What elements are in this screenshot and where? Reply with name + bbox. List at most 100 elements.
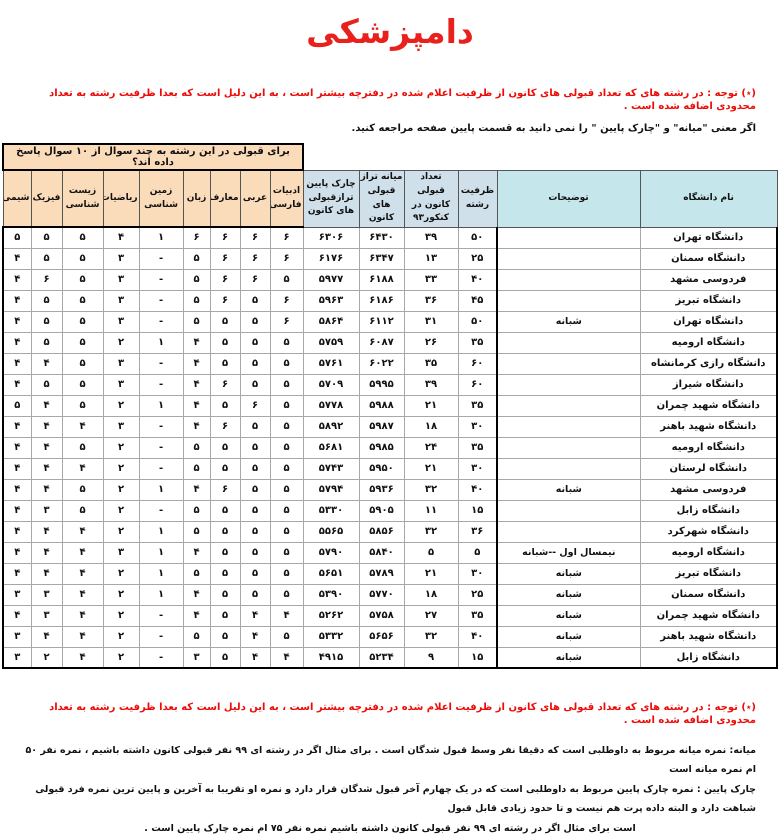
subject-score-chemistry-cell: ۴ — [1, 604, 32, 627]
header-spacer — [303, 144, 778, 170]
subject-score-physics-cell: ۳ — [30, 499, 63, 522]
subject-score-literature-cell: ۵ — [269, 331, 304, 354]
capacity-cell: ۵۰ — [457, 310, 498, 333]
lower-quartile-cell: ۶۱۷۶ — [302, 247, 360, 270]
subject-score-chemistry-cell: ۴ — [1, 373, 32, 396]
table-row: دانشگاه تبریز ۴۵ ۳۶ ۶۱۸۶ ۵۹۶۳ ۶ ۵ ۶ ۵-۳ ۵ ۵ ۴ — [1, 289, 779, 312]
subject-score-math-cell: ۲ — [102, 394, 140, 417]
definitions-block: میانه: نمره میانه مربوط به داوطلبی است ک… — [0, 741, 780, 838]
subject-score-geology-cell: ۱ — [138, 541, 184, 564]
description-cell — [496, 520, 641, 543]
capacity-cell: ۳۵ — [457, 331, 498, 354]
subject-score-biology-cell: ۵ — [61, 352, 104, 375]
col-header-physics: فیزیک — [30, 169, 63, 228]
subject-score-language-cell: ۴ — [182, 604, 211, 627]
subject-score-chemistry-cell: ۵ — [1, 226, 32, 249]
subject-score-literature-cell: ۴ — [269, 646, 304, 669]
subject-score-arabic-cell: ۶ — [239, 247, 271, 270]
accepted-count-cell: ۳۳ — [403, 268, 459, 291]
subject-score-chemistry-cell: ۴ — [1, 499, 32, 522]
subject-score-literature-cell: ۶ — [269, 247, 304, 270]
subject-score-geology-cell: ۱ — [138, 478, 184, 501]
description-cell: نیمسال اول --شبانه — [496, 541, 641, 564]
capacity-cell: ۵ — [457, 541, 498, 564]
subject-score-geology-cell: - — [138, 436, 184, 459]
accepted-count-cell: ۱۱ — [403, 499, 459, 522]
subject-score-religion-cell: ۶ — [209, 247, 241, 270]
subject-score-religion-cell: ۵ — [209, 457, 241, 480]
subject-score-language-cell: ۶ — [182, 226, 211, 249]
quartile-definition-line2: است برای مثال اگر در رشته ای ۹۹ نفر قبول… — [144, 822, 636, 834]
subject-score-arabic-cell: ۴ — [239, 646, 271, 669]
subject-score-physics-cell: ۵ — [30, 331, 63, 354]
description-cell — [496, 394, 641, 417]
description-cell — [496, 226, 641, 249]
capacity-cell: ۴۰ — [457, 625, 498, 648]
subject-score-literature-cell: ۵ — [269, 352, 304, 375]
lower-quartile-cell: ۵۶۵۱ — [302, 562, 360, 585]
table-row: دانشگاه شهید باهنر ۳۰ ۱۸ ۵۹۸۷ ۵۸۹۲ ۵ ۵ ۶ ۴-۳ ۴ ۴ ۴ — [1, 415, 779, 438]
subject-score-math-cell: ۳ — [102, 415, 140, 438]
capacity-cell: ۳۰ — [457, 562, 498, 585]
description-cell — [496, 457, 641, 480]
lower-quartile-cell: ۵۷۹۰ — [302, 541, 360, 564]
subject-score-literature-cell: ۶ — [269, 289, 304, 312]
subject-score-literature-cell: ۵ — [269, 436, 304, 459]
subject-score-biology-cell: ۴ — [61, 457, 104, 480]
median-score-cell: ۵۹۰۵ — [358, 499, 405, 522]
subject-score-literature-cell: ۵ — [269, 583, 304, 606]
top-help-note: اگر معنی "میانه" و "چارک پایین " را نمی … — [351, 123, 756, 134]
subject-score-physics-cell: ۵ — [30, 373, 63, 396]
university-name-cell: دانشگاه تهران — [639, 310, 779, 333]
subject-score-physics-cell: ۴ — [30, 457, 63, 480]
accepted-count-cell: ۱۸ — [403, 583, 459, 606]
subject-score-math-cell: ۳ — [102, 268, 140, 291]
subject-score-language-cell: ۵ — [182, 625, 211, 648]
subject-score-physics-cell: ۴ — [30, 520, 63, 543]
subject-score-chemistry-cell: ۴ — [1, 562, 32, 585]
capacity-cell: ۱۵ — [457, 499, 498, 522]
subject-score-language-cell: ۵ — [182, 289, 211, 312]
subject-score-arabic-cell: ۵ — [239, 520, 271, 543]
median-score-cell: ۵۹۸۵ — [358, 436, 405, 459]
capacity-cell: ۳۰ — [457, 457, 498, 480]
subject-score-chemistry-cell: ۴ — [1, 457, 32, 480]
description-cell — [496, 289, 641, 312]
subject-score-biology-cell: ۴ — [61, 415, 104, 438]
capacity-cell: ۴۰ — [457, 478, 498, 501]
subject-score-geology-cell: - — [138, 604, 184, 627]
subject-score-language-cell: ۴ — [182, 541, 211, 564]
description-cell — [496, 436, 641, 459]
university-name-cell: دانشگاه لرستان — [639, 457, 779, 480]
col-header-arabic: عربی — [239, 169, 271, 228]
subject-score-arabic-cell: ۵ — [239, 352, 271, 375]
subject-score-geology-cell: - — [138, 499, 184, 522]
lower-quartile-cell: ۶۳۰۶ — [302, 226, 360, 249]
subject-score-literature-cell: ۵ — [269, 499, 304, 522]
lower-quartile-cell: ۵۷۵۹ — [302, 331, 360, 354]
subject-score-religion-cell: ۶ — [209, 478, 241, 501]
lower-quartile-cell: ۵۷۷۸ — [302, 394, 360, 417]
subject-score-chemistry-cell: ۳ — [1, 583, 32, 606]
subject-score-religion-cell: ۵ — [209, 436, 241, 459]
subject-score-biology-cell: ۵ — [61, 268, 104, 291]
median-score-cell: ۵۷۷۰ — [358, 583, 405, 606]
lower-quartile-cell: ۵۳۳۰ — [302, 499, 360, 522]
col-header-religion: معارف — [209, 169, 241, 228]
subject-score-geology-cell: - — [138, 352, 184, 375]
table-row: دانشگاه سمنان ۲۵ ۱۳ ۶۳۴۷ ۶۱۷۶ ۶ ۶ ۶ ۵-۳ ۵ ۵ ۴ — [1, 247, 779, 270]
subject-score-math-cell: ۳ — [102, 373, 140, 396]
subject-score-religion-cell: ۵ — [209, 331, 241, 354]
subject-score-chemistry-cell: ۴ — [1, 268, 32, 291]
subject-score-geology-cell: - — [138, 289, 184, 312]
col-header-lower-quartile: چارک پایین ترازقبولی های کانون — [302, 169, 360, 228]
subject-score-physics-cell: ۳ — [30, 604, 63, 627]
lower-quartile-cell: ۵۶۸۱ — [302, 436, 360, 459]
subject-score-biology-cell: ۴ — [61, 625, 104, 648]
subject-score-religion-cell: ۶ — [209, 289, 241, 312]
table-row: دانشگاه تهران ۵۰ ۳۹ ۶۴۳۰ ۶۳۰۶ ۶ ۶ ۶ ۶ ۱ ۴ ۵ ۵ ۵ — [1, 226, 779, 249]
subject-score-language-cell: ۵ — [182, 268, 211, 291]
subject-score-math-cell: ۲ — [102, 499, 140, 522]
subject-score-chemistry-cell: ۴ — [1, 352, 32, 375]
subjects-span-header: برای قبولی در این رشته به چند سوال از ۱۰… — [1, 143, 305, 171]
